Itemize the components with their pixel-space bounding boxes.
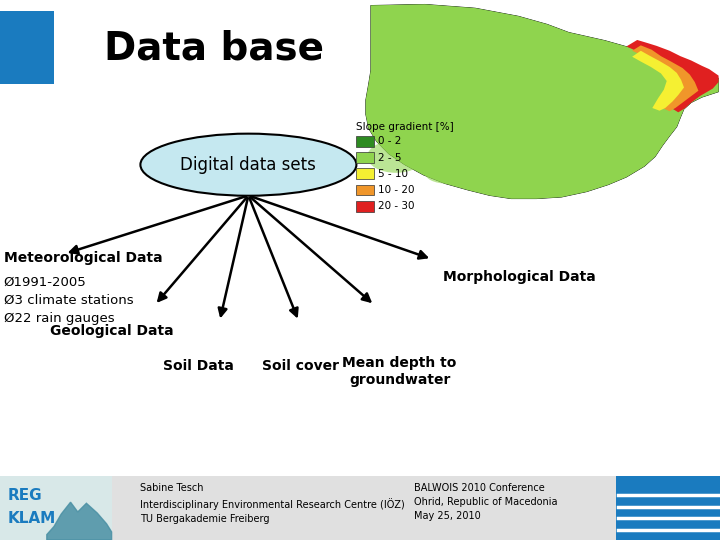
Bar: [356, 136, 374, 147]
Text: Slope gradient [%]: Slope gradient [%]: [356, 122, 454, 132]
Bar: [0, 11, 54, 84]
Text: 20 - 30: 20 - 30: [378, 201, 415, 211]
Text: 2 - 5: 2 - 5: [378, 153, 402, 163]
Ellipse shape: [140, 134, 356, 196]
Bar: [0, 476, 720, 540]
Text: Ø3 climate stations: Ø3 climate stations: [4, 294, 133, 307]
Text: Digital data sets: Digital data sets: [181, 156, 316, 174]
Bar: [356, 185, 374, 195]
Text: Sabine Tesch
Interdisciplinary Environmental Research Centre (IÖZ)
TU Bergakadem: Sabine Tesch Interdisciplinary Environme…: [140, 483, 405, 523]
Ellipse shape: [392, 51, 443, 78]
Text: REG: REG: [7, 488, 42, 503]
Polygon shape: [632, 45, 698, 111]
Polygon shape: [626, 40, 719, 112]
Text: 0 - 2: 0 - 2: [378, 137, 401, 146]
Text: Morphological Data: Morphological Data: [443, 270, 595, 284]
Bar: [356, 152, 374, 163]
Bar: [616, 476, 720, 540]
Text: Soil Data: Soil Data: [163, 359, 233, 373]
Text: KLAM: KLAM: [7, 511, 55, 526]
Polygon shape: [366, 4, 719, 199]
Text: 10 - 20: 10 - 20: [378, 185, 415, 195]
Text: BALWOIS 2010 Conference
Ohrid, Republic of Macedonia
May 25, 2010: BALWOIS 2010 Conference Ohrid, Republic …: [414, 483, 557, 521]
Text: Ø22 rain gauges: Ø22 rain gauges: [4, 312, 114, 325]
Text: 5 - 10: 5 - 10: [378, 169, 408, 179]
Ellipse shape: [425, 162, 468, 184]
Polygon shape: [632, 51, 684, 111]
Bar: [0, 476, 112, 540]
Bar: [356, 201, 374, 212]
Text: Data base: Data base: [104, 30, 325, 68]
Polygon shape: [47, 502, 112, 540]
Ellipse shape: [367, 140, 425, 173]
PathPatch shape: [366, 4, 719, 199]
Text: Soil cover: Soil cover: [263, 359, 339, 373]
Text: Mean depth to
groundwater: Mean depth to groundwater: [343, 356, 456, 387]
Ellipse shape: [432, 30, 490, 57]
Text: Meteorological Data: Meteorological Data: [4, 251, 162, 265]
Text: Geological Data: Geological Data: [50, 324, 174, 338]
Text: Ø1991-2005: Ø1991-2005: [4, 275, 86, 288]
Bar: [356, 168, 374, 179]
